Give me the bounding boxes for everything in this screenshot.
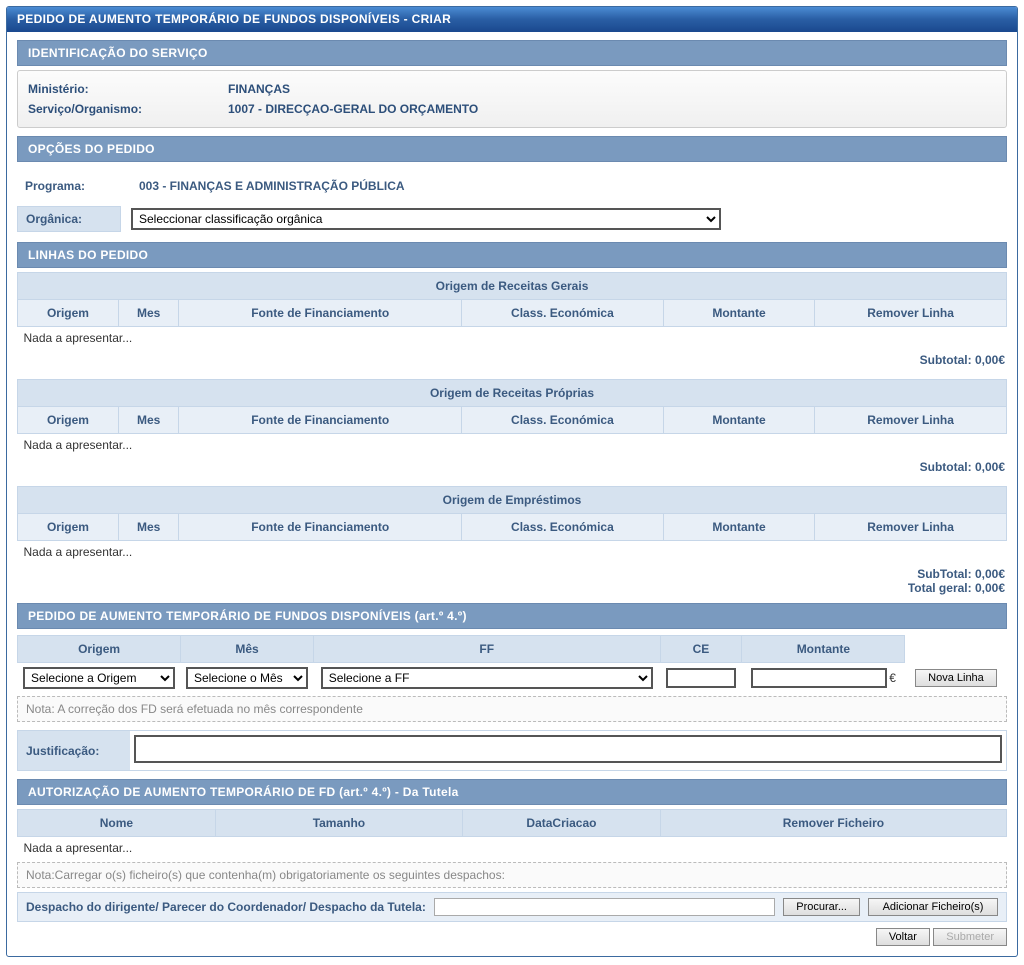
subtotal-value-proprias: 0,00€: [975, 460, 1005, 474]
linhas-empty-emprestimos: Nada a apresentar...: [18, 541, 1007, 564]
linhas-empty-gerais: Nada a apresentar...: [18, 327, 1007, 350]
upload-label: Despacho do dirigente/ Parecer do Coorde…: [26, 900, 426, 914]
col-mes: Mes: [118, 514, 179, 541]
nova-linha-button[interactable]: Nova Linha: [915, 669, 997, 687]
subtotal-label-proprias: Subtotal:: [920, 460, 972, 474]
organica-select[interactable]: Seleccionar classificação orgânica: [131, 208, 721, 230]
col-origem: Origem: [18, 300, 119, 327]
montante-input[interactable]: [751, 668, 888, 688]
linhas-table-proprias: Origem de Receitas Próprias Origem Mes F…: [17, 379, 1007, 456]
linhas-subtitle-gerais: Origem de Receitas Gerais: [18, 273, 1007, 300]
col-ce: Class. Económica: [462, 514, 664, 541]
voltar-button[interactable]: Voltar: [876, 928, 930, 946]
section-pedido-header: PEDIDO DE AUMENTO TEMPORÁRIO DE FUNDOS D…: [17, 603, 1007, 629]
servico-value: 1007 - DIRECÇAO-GERAL DO ORÇAMENTO: [228, 102, 478, 116]
submeter-button[interactable]: Submeter: [933, 928, 1007, 946]
col-remover-ficheiro: Remover Ficheiro: [660, 810, 1006, 837]
subtotal-value-emprestimos: 0,00€: [975, 567, 1005, 581]
col-montante: Montante: [663, 514, 814, 541]
col-nome: Nome: [18, 810, 216, 837]
linhas-table-gerais: Origem de Receitas Gerais Origem Mes Fon…: [17, 272, 1007, 349]
adicionar-ficheiros-button[interactable]: Adicionar Ficheiro(s): [868, 898, 998, 916]
upload-path-display: [434, 898, 775, 916]
col-origem: Origem: [18, 636, 181, 663]
subtotal-value-gerais: 0,00€: [975, 353, 1005, 367]
pedido-note: Nota: A correção dos FD será efetuada no…: [17, 696, 1007, 722]
col-data: DataCriacao: [463, 810, 661, 837]
section-identificacao-header: IDENTIFICAÇÃO DO SERVIÇO: [17, 40, 1007, 66]
total-geral-label: Total geral:: [908, 581, 972, 595]
origem-select[interactable]: Selecione a Origem: [23, 667, 175, 689]
col-ff: Fonte de Financiamento: [179, 300, 462, 327]
col-mes: Mês: [181, 636, 314, 663]
euro-symbol: €: [887, 671, 896, 685]
linhas-subtitle-proprias: Origem de Receitas Próprias: [18, 380, 1007, 407]
col-remover: Remover Linha: [815, 514, 1007, 541]
col-ff: Fonte de Financiamento: [179, 514, 462, 541]
upload-row: Despacho do dirigente/ Parecer do Coorde…: [17, 892, 1007, 922]
col-tamanho: Tamanho: [215, 810, 462, 837]
col-ce: Class. Económica: [462, 300, 664, 327]
page-title: PEDIDO DE AUMENTO TEMPORÁRIO DE FUNDOS D…: [7, 7, 1017, 32]
col-montante: Montante: [663, 407, 814, 434]
identificacao-box: Ministério: FINANÇAS Serviço/Organismo: …: [17, 70, 1007, 128]
col-ce: CE: [660, 636, 742, 663]
justificacao-label: Justificação:: [18, 731, 130, 770]
col-mes: Mes: [118, 300, 179, 327]
subtotal-label-gerais: Subtotal:: [920, 353, 972, 367]
ff-select[interactable]: Selecione a FF: [321, 667, 653, 689]
ce-input[interactable]: [666, 668, 736, 688]
procurar-button[interactable]: Procurar...: [783, 898, 860, 916]
mes-select[interactable]: Selecione o Mês: [186, 667, 308, 689]
ministerio-label: Ministério:: [28, 82, 228, 96]
ministerio-value: FINANÇAS: [228, 82, 290, 96]
subtotal-label-emprestimos: SubTotal:: [917, 567, 971, 581]
organica-label: Orgânica:: [17, 206, 121, 232]
col-mes: Mes: [118, 407, 179, 434]
col-ce: Class. Económica: [462, 407, 664, 434]
linhas-table-emprestimos: Origem de Empréstimos Origem Mes Fonte d…: [17, 486, 1007, 563]
programa-label: Programa:: [17, 174, 129, 198]
autorizacao-empty: Nada a apresentar...: [18, 837, 1007, 860]
col-remover: Remover Linha: [815, 300, 1007, 327]
linhas-empty-proprias: Nada a apresentar...: [18, 434, 1007, 457]
linhas-subtitle-emprestimos: Origem de Empréstimos: [18, 487, 1007, 514]
col-ff: Fonte de Financiamento: [179, 407, 462, 434]
section-linhas-header: LINHAS DO PEDIDO: [17, 242, 1007, 268]
col-montante: Montante: [663, 300, 814, 327]
justificacao-textarea[interactable]: [134, 735, 1002, 763]
col-origem: Origem: [18, 514, 119, 541]
col-remover: Remover Linha: [815, 407, 1007, 434]
autorizacao-table: Nome Tamanho DataCriacao Remover Ficheir…: [17, 809, 1007, 859]
programa-value: 003 - FINANÇAS E ADMINISTRAÇÃO PÚBLICA: [129, 179, 405, 193]
col-montante: Montante: [742, 636, 905, 663]
section-opcoes-header: OPÇÕES DO PEDIDO: [17, 136, 1007, 162]
justificacao-row: Justificação:: [17, 730, 1007, 771]
form-container: PEDIDO DE AUMENTO TEMPORÁRIO DE FUNDOS D…: [6, 6, 1018, 957]
section-autorizacao-header: AUTORIZAÇÃO DE AUMENTO TEMPORÁRIO DE FD …: [17, 779, 1007, 805]
pedido-add-table: Origem Mês FF CE Montante Selecione a Or…: [17, 635, 1007, 693]
autorizacao-note: Nota:Carregar o(s) ficheiro(s) que conte…: [17, 862, 1007, 888]
col-ff: FF: [313, 636, 660, 663]
servico-label: Serviço/Organismo:: [28, 102, 228, 116]
col-origem: Origem: [18, 407, 119, 434]
total-geral-value: 0,00€: [975, 581, 1005, 595]
